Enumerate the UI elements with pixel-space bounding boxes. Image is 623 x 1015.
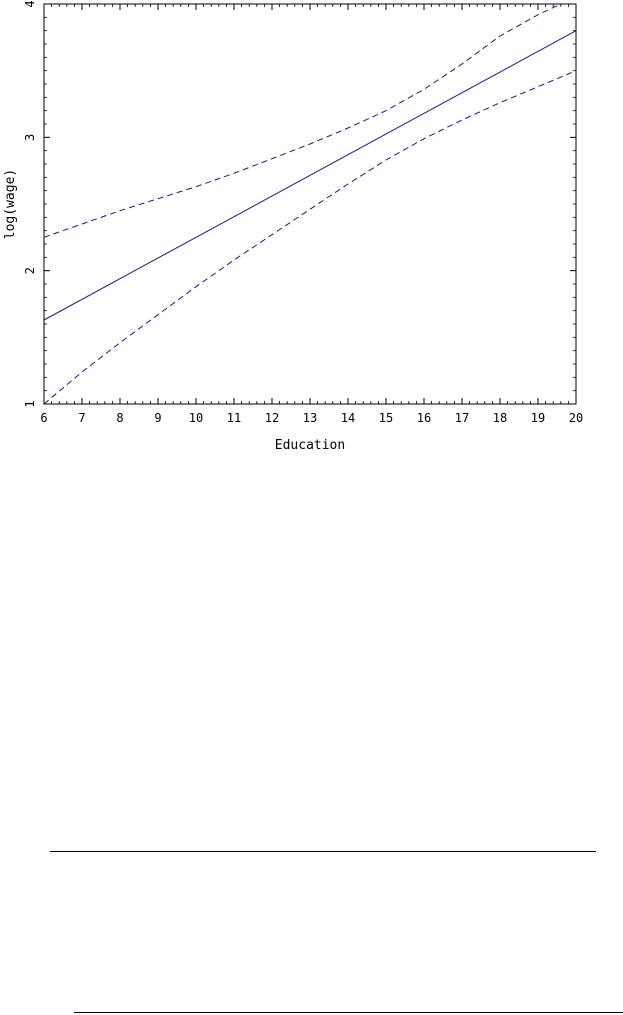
x-tick-label: 13 (303, 411, 317, 425)
x-tick-label: 16 (417, 411, 431, 425)
fitted-line (44, 30, 576, 321)
series-group (44, 4, 576, 404)
y-tick-label: 4 (23, 0, 37, 7)
x-tick-label: 19 (531, 411, 545, 425)
x-tick-label: 20 (569, 411, 583, 425)
x-tick-label: 12 (265, 411, 279, 425)
x-axis-title: Education (275, 438, 345, 453)
horizontal-rule-bottom (74, 1012, 623, 1013)
x-tick-label: 9 (154, 411, 161, 425)
x-tick-label: 18 (493, 411, 507, 425)
y-axis-title: log(wage) (3, 169, 18, 239)
y-tick-label: 1 (23, 400, 37, 407)
x-tick-label: 17 (455, 411, 469, 425)
y-tick-label: 3 (23, 134, 37, 141)
x-tick-label: 6 (40, 411, 47, 425)
x-tick-label: 8 (116, 411, 123, 425)
x-tick-label: 15 (379, 411, 393, 425)
x-tick-label: 11 (227, 411, 241, 425)
x-tick-label: 14 (341, 411, 355, 425)
plot-frame (43, 3, 577, 405)
x-tick-label: 10 (189, 411, 203, 425)
tick-marks (43, 3, 577, 405)
lower-band-line (44, 70, 576, 404)
y-tick-label: 2 (23, 267, 37, 274)
horizontal-rule-top (50, 851, 596, 852)
upper-band-line (44, 4, 563, 238)
x-tick-label: 7 (78, 411, 85, 425)
